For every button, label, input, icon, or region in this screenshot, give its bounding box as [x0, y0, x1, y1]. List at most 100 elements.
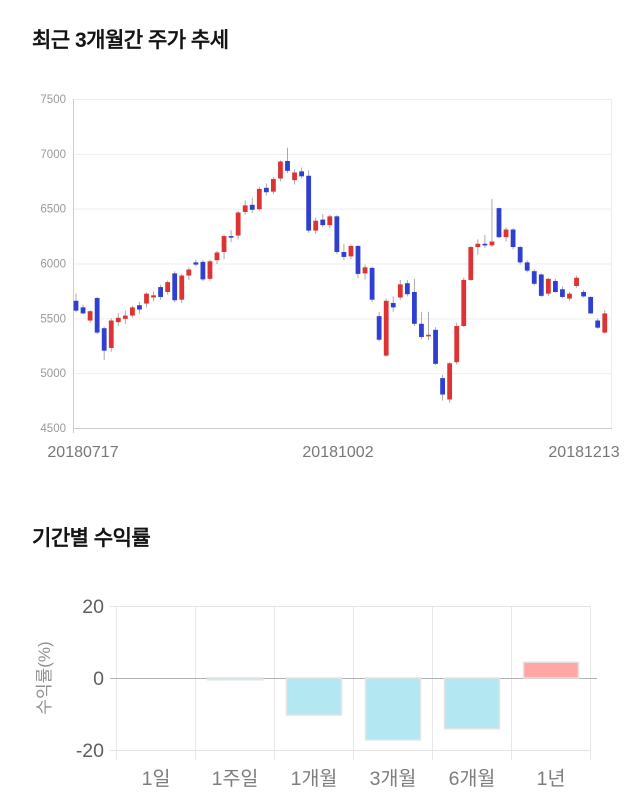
returns-y-axis-title: 수익률(%) [35, 641, 54, 714]
price-y-tick-label: 7500 [40, 94, 66, 106]
price-y-tick-label: 6500 [40, 204, 66, 216]
price-x-axis-label: 20181002 [302, 444, 373, 461]
candle-body-up [362, 267, 368, 274]
returns-category-label: 1개월 [291, 768, 338, 790]
candle-body-down [404, 283, 410, 295]
candle-body-down [560, 289, 565, 297]
candle-body-down [137, 305, 142, 310]
candle-body-down [553, 281, 558, 293]
returns-category-label: 1주일 [212, 768, 259, 790]
returns-y-tick-label: 0 [93, 668, 104, 690]
candle-body-down [412, 292, 417, 324]
returns-chart-title: 기간별 수익률 [32, 527, 151, 550]
candle-body-down [101, 328, 107, 351]
price-x-axis-label: 20181213 [548, 444, 619, 461]
price-y-tick-label: 5000 [40, 368, 66, 380]
candle-body-down [341, 251, 347, 257]
candle-body-down [538, 274, 544, 296]
candle-body-down [440, 378, 445, 395]
returns-bar-chart: 20 0 -20 수익률(%) 1일 1주일 1개월 3개월 6개월 1년 [35, 596, 597, 790]
price-candlestick-chart: 7500 7000 6500 6000 5500 5000 4500 20180717 2018… [40, 94, 619, 461]
candle-body-up [383, 300, 389, 356]
candle-body-down [355, 245, 361, 274]
candle-body-up [454, 326, 460, 363]
candle-body-up [122, 315, 128, 319]
return-bar-negative [364, 677, 422, 741]
candle-body-up [271, 179, 276, 192]
candle-body-down [263, 187, 269, 193]
candle-body-up [602, 313, 608, 333]
candle-body-up [489, 241, 495, 246]
candle-body-down [172, 273, 178, 301]
candle-body-down [306, 175, 312, 231]
candle-body-up [313, 220, 319, 231]
candle-body-up [186, 269, 192, 276]
candle-body-up [144, 293, 149, 304]
candle-body-up [447, 363, 453, 400]
candle-body-up [327, 216, 333, 226]
candle-body-up [503, 229, 509, 238]
returns-category-label: 1일 [142, 768, 171, 790]
candle-body-up [278, 161, 283, 179]
candle-body-down [581, 292, 586, 297]
candle-body-up [567, 293, 572, 299]
candle-body-up [545, 278, 551, 294]
candle-body-up [426, 334, 431, 337]
returns-category-label: 6개월 [449, 768, 496, 790]
candle-body-up [292, 172, 297, 181]
returns-category-label: 3개월 [370, 768, 417, 790]
candle-body-down [80, 307, 86, 314]
candle-body-up [256, 188, 262, 210]
candle-body-up [108, 320, 114, 348]
candle-body-up [461, 279, 467, 327]
candle-body-down [482, 243, 488, 246]
candle-body-up [574, 277, 579, 286]
candle-body-down [524, 262, 530, 271]
candle-body-up [151, 295, 156, 298]
candle-body-down [510, 229, 516, 248]
candle-body-up [475, 243, 481, 248]
price-y-tick-label: 7000 [40, 149, 66, 161]
price-chart-title: 최근 3개월간 주가 추세 [32, 29, 229, 52]
price-y-tick-label: 4500 [40, 423, 66, 435]
candle-body-down [390, 302, 396, 308]
candle-body-down [193, 262, 199, 265]
candle-body-down [496, 208, 502, 238]
candle-body-down [369, 267, 375, 300]
price-y-tick-label: 6000 [40, 259, 66, 271]
candle-body-up [214, 252, 220, 261]
candle-body-up [179, 275, 185, 300]
candle-body-down [419, 323, 424, 337]
returns-y-tick-label: 20 [82, 596, 104, 618]
candle-body-down [158, 287, 163, 297]
candle-body-down [595, 320, 601, 328]
returns-y-tick-label: -20 [76, 740, 104, 762]
candle-body-down [376, 316, 382, 340]
candle-body-up [468, 247, 474, 280]
price-x-axis-label: 20180717 [47, 444, 118, 461]
candle-body-up [87, 311, 93, 321]
candle-body-down [200, 261, 206, 280]
candle-body-down [320, 219, 326, 226]
candle-body-down [531, 271, 537, 284]
return-bar-negative [285, 677, 343, 716]
candle-body-down [73, 300, 79, 311]
candle-body-down [517, 247, 523, 263]
candle-body-up [235, 212, 241, 236]
candle-body-down [334, 216, 340, 252]
returns-category-label: 1년 [537, 768, 566, 790]
candle-body-down [285, 160, 290, 171]
return-bar-negative [206, 677, 264, 681]
candle-body-up [165, 282, 171, 293]
candle-body-up [221, 236, 227, 252]
candle-body-down [228, 236, 234, 238]
candle-body-up [115, 317, 121, 323]
candle-body-down [249, 204, 255, 210]
price-y-tick-label: 5500 [40, 313, 66, 325]
candle-body-up [348, 245, 354, 257]
return-bar-negative [443, 677, 501, 730]
candle-body-down [588, 296, 594, 314]
candle-body-up [207, 261, 213, 279]
candle-body-up [130, 307, 135, 316]
candle-body-up [397, 284, 403, 298]
